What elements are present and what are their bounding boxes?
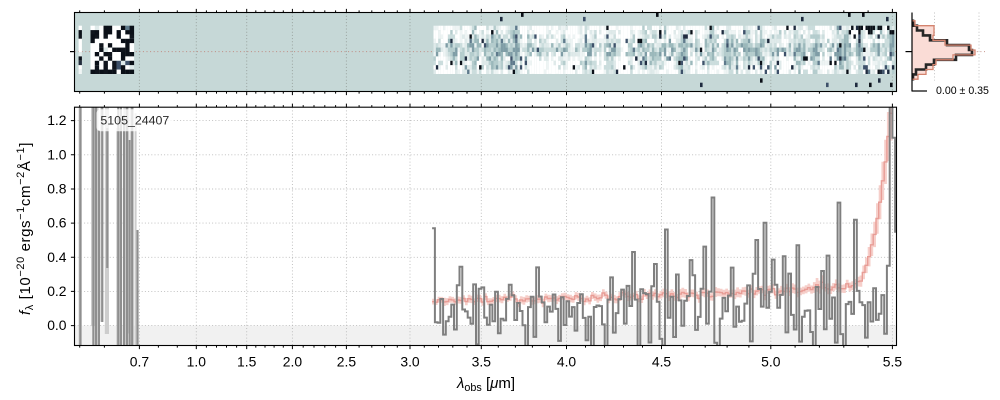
svg-text:1.2: 1.2 xyxy=(47,112,67,128)
svg-text:λobs [μm]: λobs [μm] xyxy=(456,375,515,394)
svg-text:0.4: 0.4 xyxy=(47,249,67,265)
svg-text:5.0: 5.0 xyxy=(761,353,781,369)
svg-text:0.6: 0.6 xyxy=(47,215,67,231)
svg-text:fλ [10−20 ergs−1cm−2Å−1]: fλ [10−20 ergs−1cm−2Å−1] xyxy=(15,142,36,315)
svg-text:1.0: 1.0 xyxy=(47,146,67,162)
svg-text:4.0: 4.0 xyxy=(557,353,577,369)
svg-text:3.0: 3.0 xyxy=(400,353,420,369)
svg-text:0.00 ± 0.35: 0.00 ± 0.35 xyxy=(936,85,989,97)
svg-text:0.0: 0.0 xyxy=(47,317,67,333)
svg-text:4.5: 4.5 xyxy=(652,353,672,369)
svg-text:0.2: 0.2 xyxy=(47,283,67,299)
svg-text:3.5: 3.5 xyxy=(472,353,492,369)
svg-text:0.7: 0.7 xyxy=(130,353,150,369)
svg-text:1.0: 1.0 xyxy=(187,353,207,369)
svg-text:1.5: 1.5 xyxy=(237,353,257,369)
svg-text:5.5: 5.5 xyxy=(883,353,903,369)
svg-text:2.0: 2.0 xyxy=(283,353,303,369)
svg-text:2.5: 2.5 xyxy=(337,353,357,369)
svg-text:0.8: 0.8 xyxy=(47,181,67,197)
svg-text:5105_24407: 5105_24407 xyxy=(100,114,169,128)
